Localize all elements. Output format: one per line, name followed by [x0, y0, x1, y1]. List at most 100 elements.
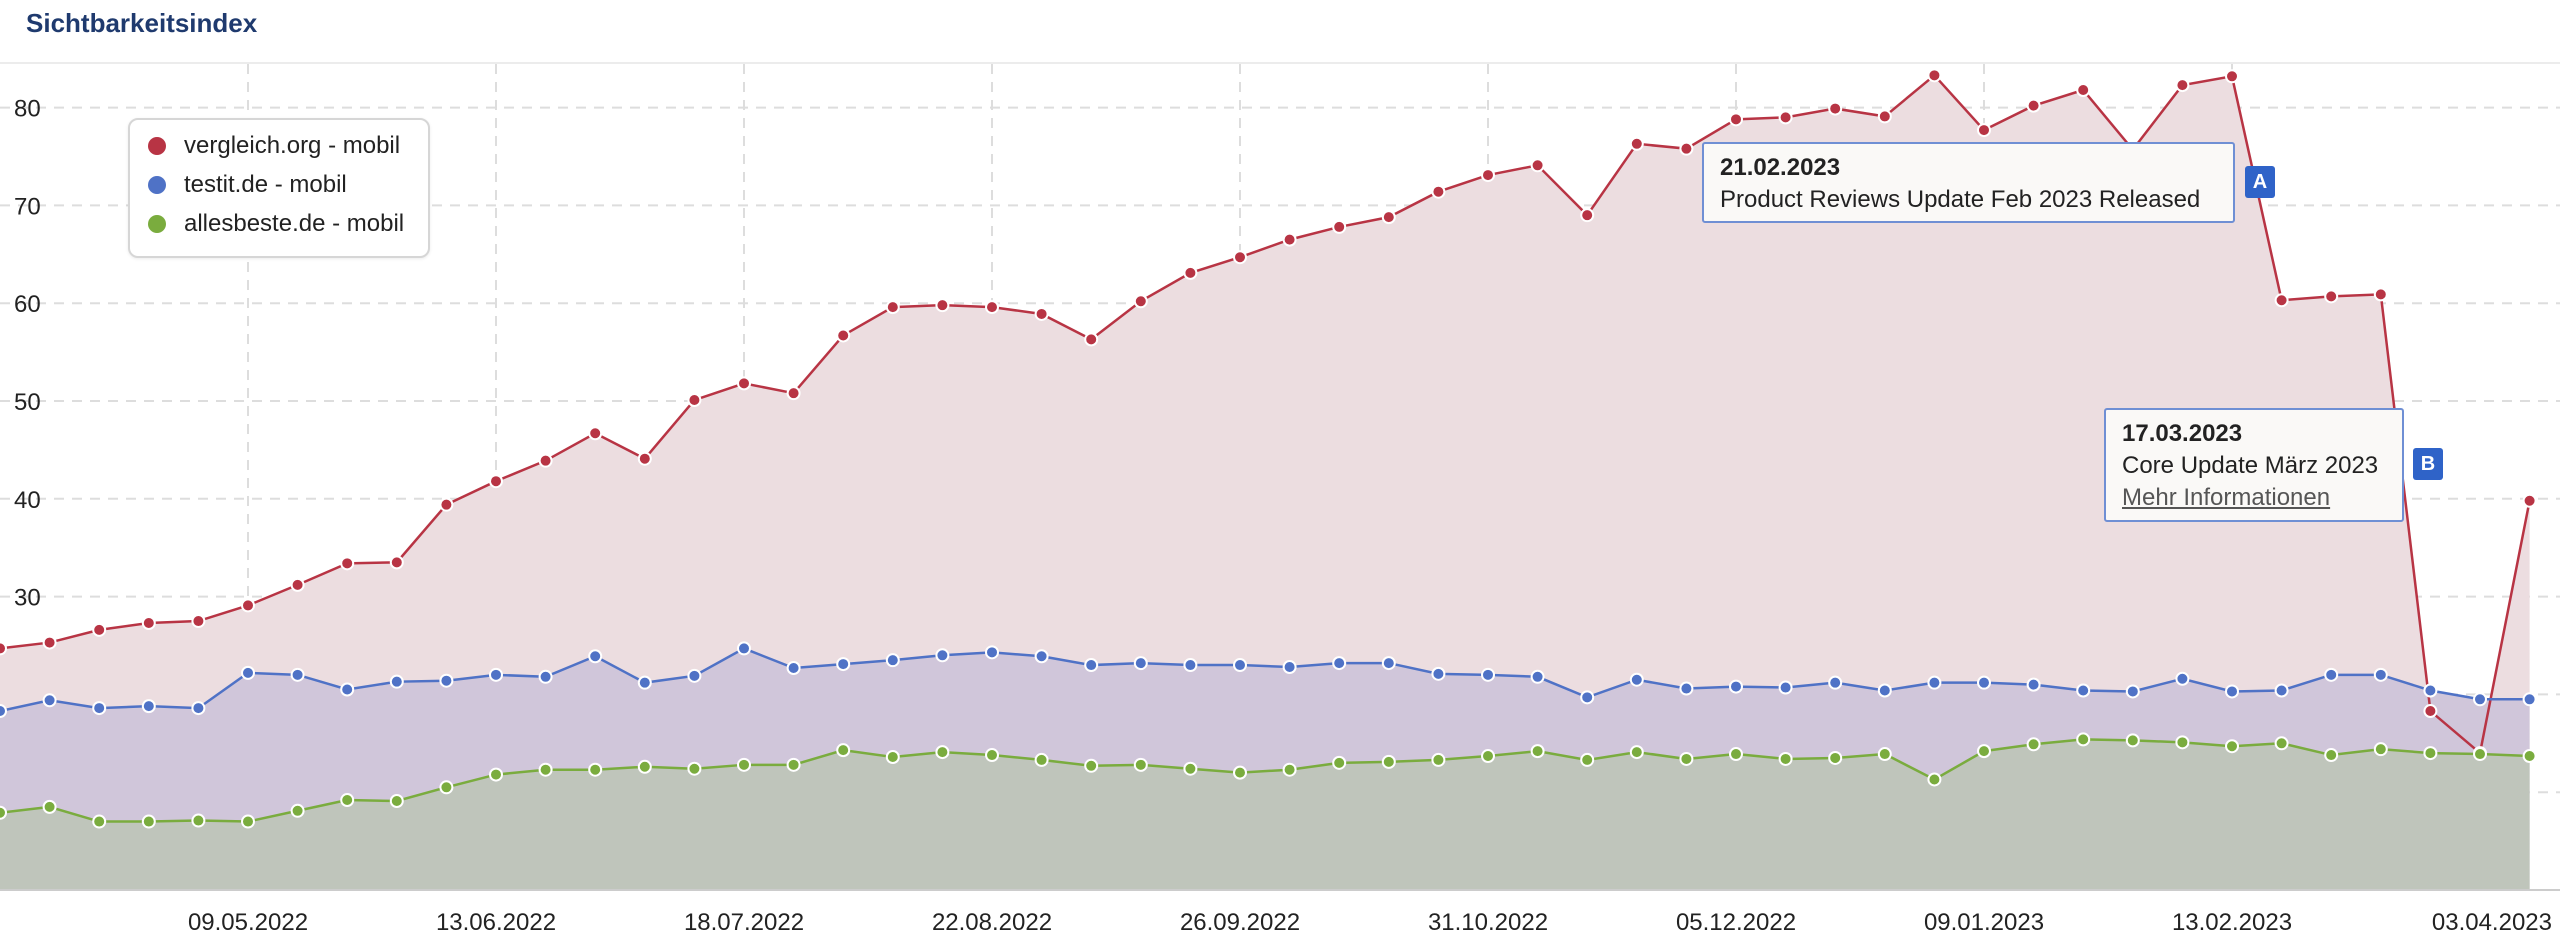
data-point-testit	[2373, 667, 2388, 682]
data-point-allesbeste	[92, 814, 107, 829]
data-point-testit	[0, 704, 7, 719]
data-point-testit	[290, 667, 305, 682]
data-point-vergleich	[2373, 287, 2388, 302]
legend-item-allesbeste[interactable]: allesbeste.de - mobil	[148, 206, 404, 242]
data-point-vergleich	[935, 298, 950, 313]
data-point-testit	[92, 701, 107, 716]
series-line-vergleich	[0, 73, 2531, 756]
data-point-allesbeste	[241, 814, 255, 829]
data-point-testit	[340, 682, 355, 697]
legend-item-vergleich[interactable]: vergleich.org - mobil	[148, 128, 400, 164]
data-point-testit	[2522, 692, 2537, 707]
y-tick-label: 30	[14, 585, 41, 612]
data-point-testit	[2076, 683, 2091, 698]
data-point-allesbeste	[2324, 748, 2339, 763]
legend-dot-icon	[148, 176, 166, 194]
data-point-allesbeste	[340, 793, 355, 808]
data-point-vergleich	[786, 386, 801, 401]
data-point-vergleich	[836, 328, 851, 343]
data-point-testit	[1729, 679, 1743, 694]
data-point-vergleich	[1282, 232, 1297, 247]
data-point-vergleich	[1481, 168, 1495, 183]
data-point-testit	[1431, 666, 1446, 681]
data-point-testit	[2026, 677, 2041, 692]
data-point-vergleich	[42, 635, 57, 650]
data-point-allesbeste	[1530, 744, 1545, 759]
data-point-vergleich	[1679, 141, 1694, 156]
data-point-allesbeste	[737, 757, 751, 772]
data-point-testit	[191, 701, 206, 716]
data-point-vergleich	[92, 622, 107, 637]
data-point-allesbeste	[2026, 737, 2041, 752]
legend-dot-icon	[148, 215, 166, 233]
data-point-vergleich	[191, 614, 206, 629]
data-point-allesbeste	[637, 759, 652, 774]
data-point-allesbeste	[42, 799, 57, 814]
data-point-allesbeste	[1629, 745, 1644, 760]
data-point-vergleich	[439, 497, 454, 512]
data-point-vergleich	[1828, 101, 1843, 116]
data-point-testit	[588, 649, 603, 664]
annotation-date: 21.02.2023	[1720, 154, 1841, 181]
data-point-allesbeste	[489, 767, 503, 782]
data-point-testit	[241, 665, 255, 680]
data-point-vergleich	[1877, 109, 1892, 124]
data-point-vergleich	[0, 641, 7, 656]
data-point-allesbeste	[141, 814, 156, 829]
data-point-vergleich	[1381, 210, 1396, 225]
data-point-testit	[1679, 681, 1694, 696]
data-point-allesbeste	[439, 780, 454, 795]
data-point-testit	[1828, 675, 1843, 690]
chart-legend: vergleich.org - mobil testit.de - mobil …	[128, 118, 430, 258]
data-point-vergleich	[737, 376, 751, 391]
data-point-vergleich	[290, 577, 305, 592]
data-point-testit	[2225, 684, 2239, 699]
data-point-testit	[1530, 669, 1545, 684]
data-point-allesbeste	[1381, 754, 1396, 769]
data-point-testit	[1183, 658, 1198, 673]
data-point-allesbeste	[935, 745, 950, 760]
data-point-testit	[687, 668, 702, 683]
data-point-allesbeste	[786, 757, 801, 772]
data-point-vergleich	[1034, 306, 1049, 321]
data-point-testit	[1927, 675, 1942, 690]
data-point-testit	[1233, 658, 1247, 673]
data-point-testit	[1381, 656, 1396, 671]
data-point-vergleich	[985, 300, 999, 315]
data-point-vergleich	[1133, 294, 1148, 309]
data-point-vergleich	[687, 393, 702, 408]
more-info-link[interactable]: Mehr Informationen	[2122, 484, 2331, 511]
data-point-vergleich	[1729, 112, 1743, 127]
y-tick-label: 50	[14, 389, 41, 416]
legend-item-testit[interactable]: testit.de - mobil	[148, 167, 347, 203]
x-tick-label: 26.09.2022	[1180, 909, 1300, 936]
annotation-badge-a[interactable]: A	[2245, 166, 2275, 198]
y-tick-label: 70	[14, 193, 41, 220]
data-point-allesbeste	[2522, 749, 2537, 764]
data-point-allesbeste	[1133, 757, 1148, 772]
annotation-badge-b[interactable]: B	[2413, 448, 2443, 480]
x-tick-label: 31.10.2022	[1428, 909, 1548, 936]
data-point-allesbeste	[290, 803, 305, 818]
annotation-text: Product Reviews Update Feb 2023 Released	[1720, 186, 2201, 213]
data-point-vergleich	[340, 556, 355, 571]
y-tick-label: 80	[14, 96, 41, 123]
data-point-allesbeste	[389, 794, 404, 809]
data-point-allesbeste	[588, 762, 603, 777]
y-tick-label: 60	[14, 291, 41, 318]
legend-label: vergleich.org - mobil	[184, 132, 401, 159]
data-point-testit	[2324, 667, 2339, 682]
data-point-vergleich	[885, 300, 900, 315]
data-point-testit	[2175, 671, 2190, 686]
data-point-vergleich	[1778, 110, 1793, 125]
annotation-text: Core Update März 2023	[2122, 452, 2379, 479]
data-point-allesbeste	[2175, 735, 2190, 750]
data-point-testit	[1629, 672, 1644, 687]
data-point-vergleich	[1332, 219, 1347, 234]
legend-label: testit.de - mobil	[184, 171, 347, 198]
data-point-testit	[1332, 656, 1347, 671]
data-point-vergleich	[2274, 293, 2289, 308]
data-point-allesbeste	[1927, 772, 1942, 787]
data-point-vergleich	[389, 555, 404, 570]
